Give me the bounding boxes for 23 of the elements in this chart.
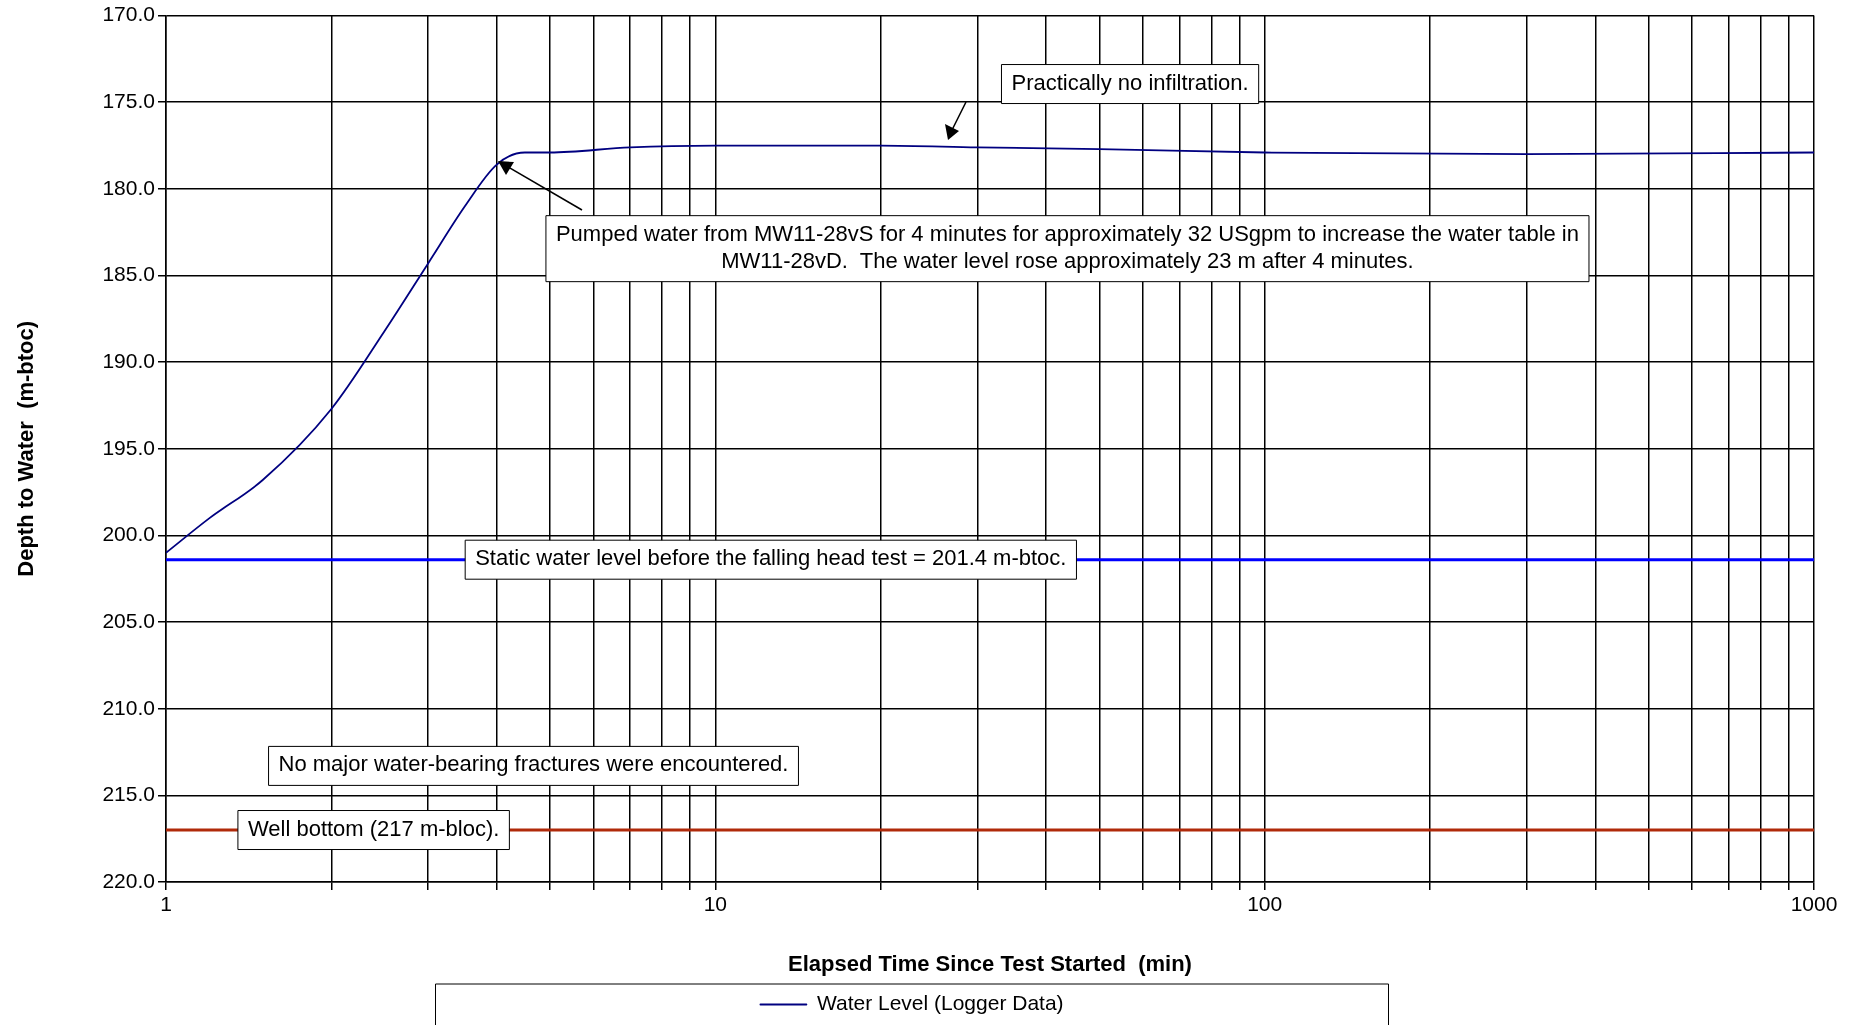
x-tick-label: 1 (160, 892, 172, 916)
y-tick-label: 180.0 (102, 175, 155, 199)
x-axis-title: Elapsed Time Since Test Started (min) (788, 950, 1192, 976)
ref-line-label: Static water level before the falling head test = 201.4 m-btoc. (475, 545, 1067, 571)
y-tick-label: 170.0 (102, 2, 155, 26)
y-tick-label: 210.0 (102, 695, 155, 719)
x-tick-label: 1000 (1790, 892, 1838, 916)
legend-label: Water Level (Logger Data) (816, 991, 1064, 1015)
x-tick-label: 100 (1247, 892, 1283, 916)
y-tick-label: 215.0 (102, 782, 155, 806)
y-tick-label: 195.0 (102, 435, 155, 459)
y-tick-label: 200.0 (102, 522, 155, 546)
y-tick-label: 205.0 (102, 608, 155, 632)
annotation: No major water-bearing fractures were encountered. (278, 751, 789, 777)
annotation: Pumped water from MW11-28vS for 4 minutes for approximately 32 USgpm to increase the water table in MW11-28vD. The water level rose approximately 23 m after 4 minutes. (555, 220, 1579, 273)
ref-line-label: Well bottom (217 m-bloc). (247, 815, 500, 841)
y-tick-label: 185.0 (102, 262, 155, 286)
annotation: Practically no infiltration. (1011, 69, 1249, 95)
y-tick-label: 220.0 (102, 868, 155, 892)
y-axis-title: Depth to Water (m-btoc) (13, 320, 39, 577)
y-tick-label: 190.0 (102, 348, 155, 372)
y-tick-label: 175.0 (102, 89, 155, 113)
x-tick-label: 10 (703, 892, 728, 916)
